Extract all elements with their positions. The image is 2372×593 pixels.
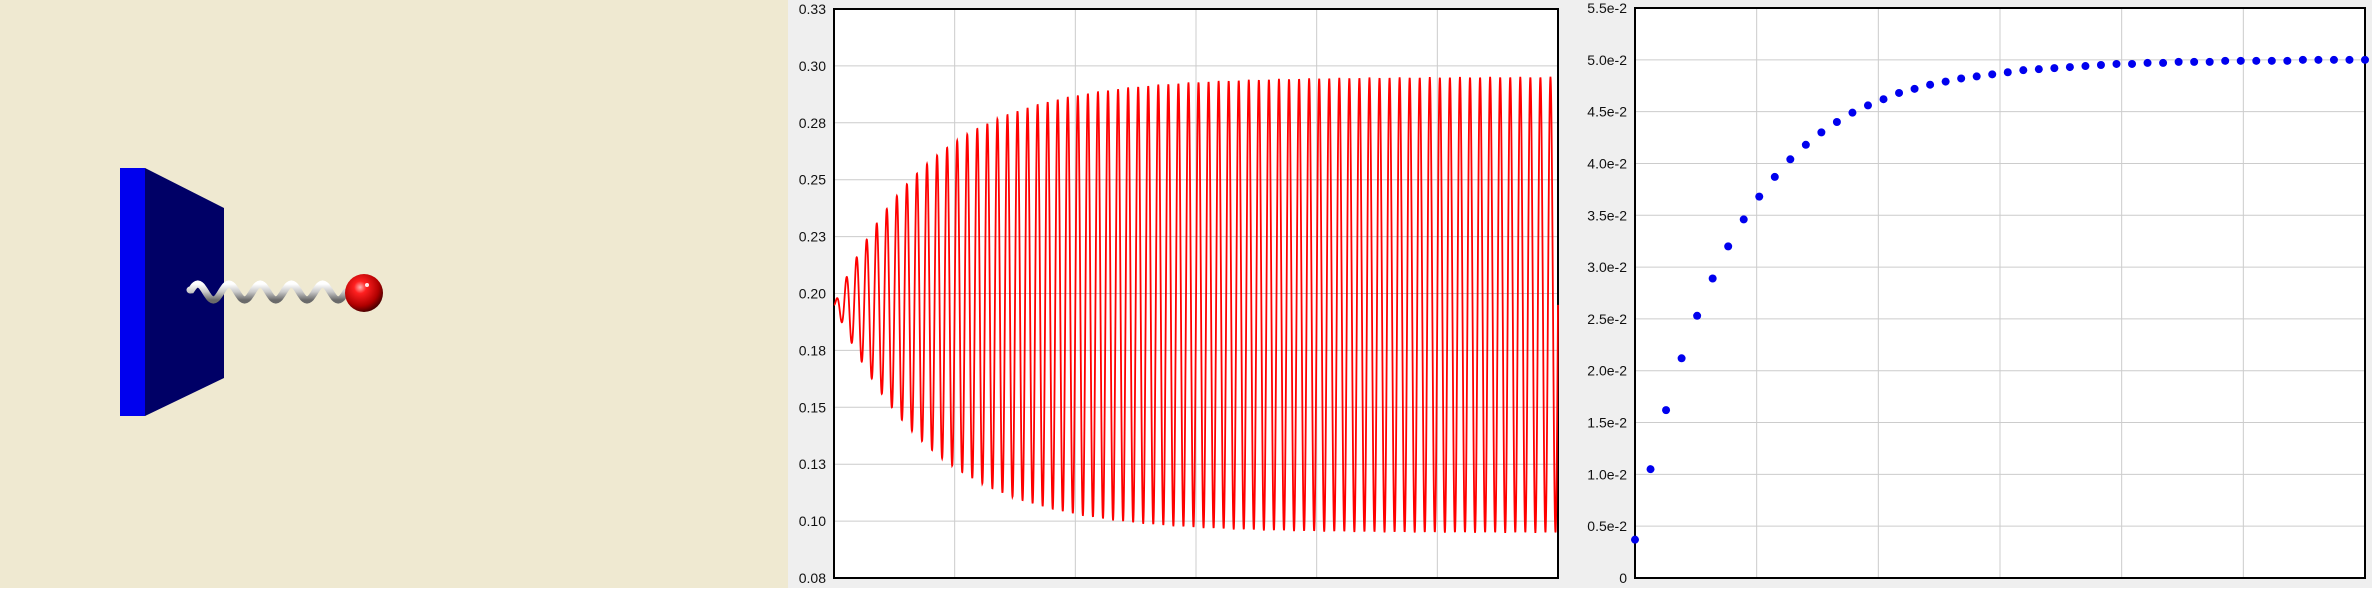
amplitude-point xyxy=(2174,57,2183,66)
amplitude-point xyxy=(1988,70,1997,79)
amplitude-point xyxy=(1926,80,1935,89)
amplitude-point xyxy=(2112,59,2121,68)
amplitude-point xyxy=(2205,57,2214,66)
amplitude-point xyxy=(2096,61,2105,69)
wall-icon xyxy=(120,168,224,416)
amplitude-point xyxy=(1693,311,1702,320)
amplitude-y-tick-label: 5.0e-2 xyxy=(1587,52,1627,68)
oscillation-y-tick-label: 0.10 xyxy=(799,513,826,529)
amplitude-y-tick-label: 3.0e-2 xyxy=(1587,259,1627,275)
oscillation-plot-border xyxy=(833,8,1559,579)
amplitude-y-tick-label: 0 xyxy=(1619,570,1627,586)
amplitude-point xyxy=(1677,354,1686,363)
amplitude-point xyxy=(2081,62,2090,71)
amplitude-point xyxy=(2329,55,2338,64)
amplitude-point xyxy=(2236,56,2245,65)
amplitude-y-tick-label: 2.5e-2 xyxy=(1587,311,1627,327)
scene-canvas xyxy=(120,168,383,416)
oscillation-y-tick-label: 0.20 xyxy=(799,286,826,302)
amplitude-point xyxy=(1739,215,1748,224)
amplitude-point xyxy=(1662,406,1671,415)
amplitude-grid xyxy=(1635,8,2365,578)
oscillation-chart-svg: 0.33 0.30 0.28 0.25 0.23 0.20 0.18 0.15 0.13 0.10… xyxy=(799,1,1559,586)
amplitude-y-tick-label: 1.5e-2 xyxy=(1587,415,1627,431)
amplitude-point xyxy=(2190,57,2199,66)
amplitude-point xyxy=(2267,56,2276,65)
amplitude-point xyxy=(2003,68,2012,77)
amplitude-point xyxy=(1770,172,1779,181)
amplitude-point xyxy=(2345,55,2354,64)
simulation-scene xyxy=(0,0,788,588)
amplitude-point xyxy=(1863,101,1872,110)
amplitude-y-tick-label: 5.5e-2 xyxy=(1587,0,1627,16)
oscillation-chart: 0.33 0.30 0.28 0.25 0.23 0.20 0.18 0.15 0.13 0.10… xyxy=(788,0,1565,588)
amplitude-y-tick-label: 0.5e-2 xyxy=(1587,518,1627,534)
amplitude-point xyxy=(2298,55,2307,64)
amplitude-y-tick-label: 3.5e-2 xyxy=(1587,207,1627,223)
oscillation-y-tick-label: 0.23 xyxy=(799,229,826,245)
amplitude-point xyxy=(2034,65,2043,74)
oscillation-y-tick-label: 0.08 xyxy=(799,570,826,586)
amplitude-y-tick-label: 4.0e-2 xyxy=(1587,155,1627,171)
amplitude-point xyxy=(2361,55,2369,64)
amplitude-y-tick-label: 2.0e-2 xyxy=(1587,363,1627,379)
amplitude-point xyxy=(1724,242,1733,251)
amplitude-plot-border xyxy=(1634,7,2366,579)
amplitude-point xyxy=(1941,77,1950,86)
oscillation-y-tick-label: 0.25 xyxy=(799,172,826,188)
spring-icon xyxy=(186,280,350,304)
oscillation-y-tick-label: 0.28 xyxy=(799,115,826,131)
amplitude-point xyxy=(1848,108,1857,117)
amplitude-point xyxy=(1910,84,1919,93)
amplitude-point xyxy=(1786,155,1795,164)
amplitude-point xyxy=(2019,66,2028,75)
amplitude-y-tick-label: 4.5e-2 xyxy=(1587,104,1627,120)
amplitude-point xyxy=(2252,56,2261,65)
amplitude-point xyxy=(2143,58,2152,67)
oscillation-y-tick-label: 0.30 xyxy=(799,58,826,74)
amplitude-point xyxy=(2159,58,2168,67)
oscillation-y-tick-label: 0.33 xyxy=(799,1,826,17)
amplitude-point xyxy=(2065,63,2074,72)
oscillation-y-tick-label: 0.18 xyxy=(799,342,826,358)
amplitude-point xyxy=(2128,59,2137,68)
amplitude-point xyxy=(1755,192,1764,201)
amplitude-point xyxy=(1957,74,1966,83)
amplitude-chart-svg: 5.5e-2 5.0e-2 4.5e-2 4.0e-2 3.5e-2 3.0e-2 2.5e… xyxy=(1587,0,2369,586)
amplitude-point xyxy=(1708,274,1717,283)
oscillation-y-tick-label: 0.15 xyxy=(799,399,826,415)
amplitude-point xyxy=(1631,535,1639,544)
amplitude-y-tick-label: 1.0e-2 xyxy=(1587,466,1627,482)
amplitude-chart: 5.5e-2 5.0e-2 4.5e-2 4.0e-2 3.5e-2 3.0e-2 2.5e… xyxy=(1565,0,2372,588)
amplitude-point xyxy=(2050,64,2059,73)
amplitude-point xyxy=(1801,140,1810,149)
amplitude-point xyxy=(1879,95,1888,104)
oscillation-y-tick-label: 0.13 xyxy=(799,456,826,472)
oscillation-series-line xyxy=(833,76,1559,534)
amplitude-point xyxy=(2314,55,2323,64)
amplitude-point xyxy=(1972,72,1981,81)
amplitude-point xyxy=(1895,88,1904,97)
amplitude-point xyxy=(1817,128,1826,137)
amplitude-point xyxy=(2221,56,2230,65)
amplitude-point xyxy=(2283,56,2292,65)
ball-icon xyxy=(345,274,383,312)
amplitude-point xyxy=(1646,465,1655,474)
amplitude-point xyxy=(1832,118,1841,126)
